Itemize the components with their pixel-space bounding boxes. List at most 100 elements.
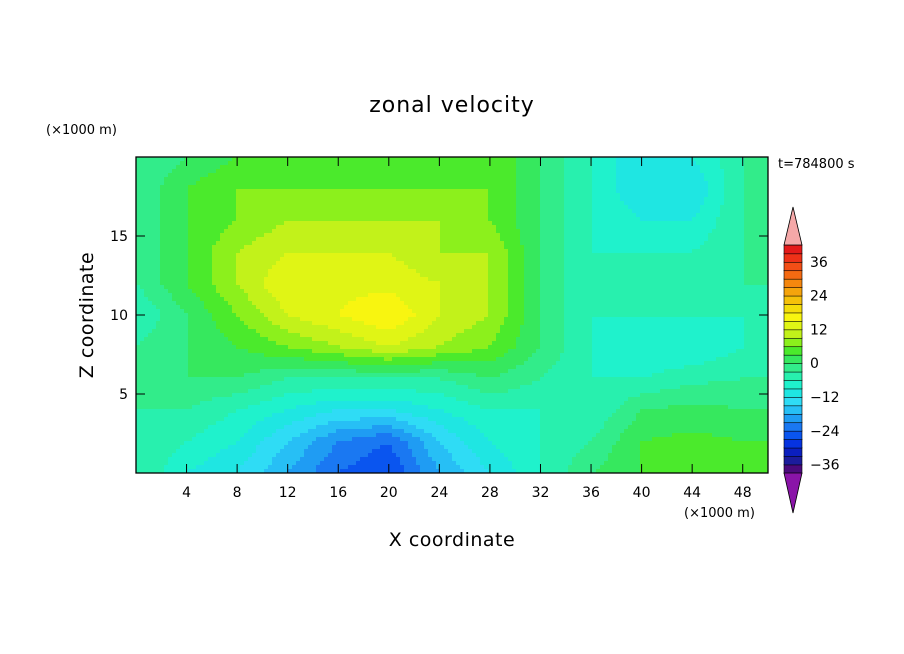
field-cell: [708, 205, 713, 210]
field-cell: [580, 249, 585, 254]
field-cell: [208, 241, 213, 246]
field-cell: [548, 165, 553, 170]
field-cell: [728, 241, 733, 246]
field-cell: [716, 237, 721, 242]
field-cell: [568, 273, 573, 278]
field-cell: [424, 245, 429, 250]
field-cell: [736, 237, 741, 242]
field-cell: [364, 241, 369, 246]
field-cell: [620, 225, 625, 230]
field-cell: [564, 217, 569, 222]
field-cell: [428, 185, 433, 190]
field-cell: [308, 185, 313, 190]
field-cell: [520, 169, 525, 174]
field-cell: [512, 161, 517, 166]
field-cell: [664, 169, 669, 174]
field-cell: [640, 237, 645, 242]
field-cell: [372, 273, 377, 278]
field-cell: [624, 209, 629, 214]
field-cell: [576, 213, 581, 218]
field-cell: [356, 249, 361, 254]
field-cell: [592, 273, 597, 278]
field-cell: [744, 249, 749, 254]
field-cell: [500, 269, 505, 274]
field-cell: [484, 165, 489, 170]
field-cell: [380, 269, 385, 274]
field-cell: [424, 197, 429, 202]
field-cell: [384, 181, 389, 186]
field-cell: [288, 217, 293, 222]
field-cell: [456, 265, 461, 270]
field-cell: [592, 157, 597, 162]
field-cell: [624, 161, 629, 166]
field-cell: [276, 269, 281, 274]
field-cell: [396, 217, 401, 222]
field-cell: [704, 213, 709, 218]
field-cell: [428, 197, 433, 202]
field-cell: [352, 189, 357, 194]
field-cell: [240, 229, 245, 234]
field-cell: [208, 221, 213, 226]
field-cell: [464, 165, 469, 170]
field-cell: [412, 193, 417, 198]
field-cell: [292, 161, 297, 166]
field-cell: [740, 221, 745, 226]
field-cell: [448, 257, 453, 262]
field-cell: [192, 277, 197, 282]
field-cell: [160, 197, 165, 202]
field-cell: [692, 185, 697, 190]
field-cell: [612, 221, 617, 226]
field-cell: [212, 277, 217, 282]
field-cell: [380, 233, 385, 238]
field-cell: [668, 229, 673, 234]
field-cell: [356, 273, 361, 278]
field-cell: [192, 177, 197, 182]
field-cell: [400, 217, 405, 222]
field-cell: [144, 221, 149, 226]
field-cell: [456, 261, 461, 266]
field-cell: [708, 185, 713, 190]
field-cell: [364, 253, 369, 258]
field-cell: [656, 201, 661, 206]
field-cell: [252, 221, 257, 226]
field-cell: [400, 245, 405, 250]
field-cell: [268, 277, 273, 282]
field-cell: [520, 157, 525, 162]
field-cell: [524, 229, 529, 234]
field-cell: [452, 233, 457, 238]
field-cell: [736, 265, 741, 270]
field-cell: [508, 253, 513, 258]
field-cell: [352, 253, 357, 258]
field-cell: [472, 169, 477, 174]
field-cell: [228, 173, 233, 178]
field-cell: [668, 161, 673, 166]
field-cell: [148, 277, 153, 282]
field-cell: [240, 217, 245, 222]
field-cell: [520, 189, 525, 194]
field-cell: [180, 173, 185, 178]
field-cell: [396, 225, 401, 230]
field-cell: [220, 161, 225, 166]
field-cell: [400, 185, 405, 190]
field-cell: [380, 277, 385, 282]
field-cell: [260, 269, 265, 274]
field-cell: [424, 181, 429, 186]
field-cell: [752, 169, 757, 174]
field-cell: [612, 209, 617, 214]
field-cell: [640, 201, 645, 206]
field-cell: [712, 273, 717, 278]
field-cell: [280, 189, 285, 194]
field-cell: [480, 177, 485, 182]
field-cell: [488, 281, 493, 286]
field-cell: [604, 221, 609, 226]
field-cell: [664, 221, 669, 226]
field-cell: [212, 173, 217, 178]
field-cell: [272, 165, 277, 170]
field-cell: [744, 193, 749, 198]
field-cell: [292, 201, 297, 206]
field-cell: [204, 245, 209, 250]
field-cell: [236, 181, 241, 186]
field-cell: [252, 237, 257, 242]
field-cell: [664, 161, 669, 166]
field-cell: [584, 205, 589, 210]
